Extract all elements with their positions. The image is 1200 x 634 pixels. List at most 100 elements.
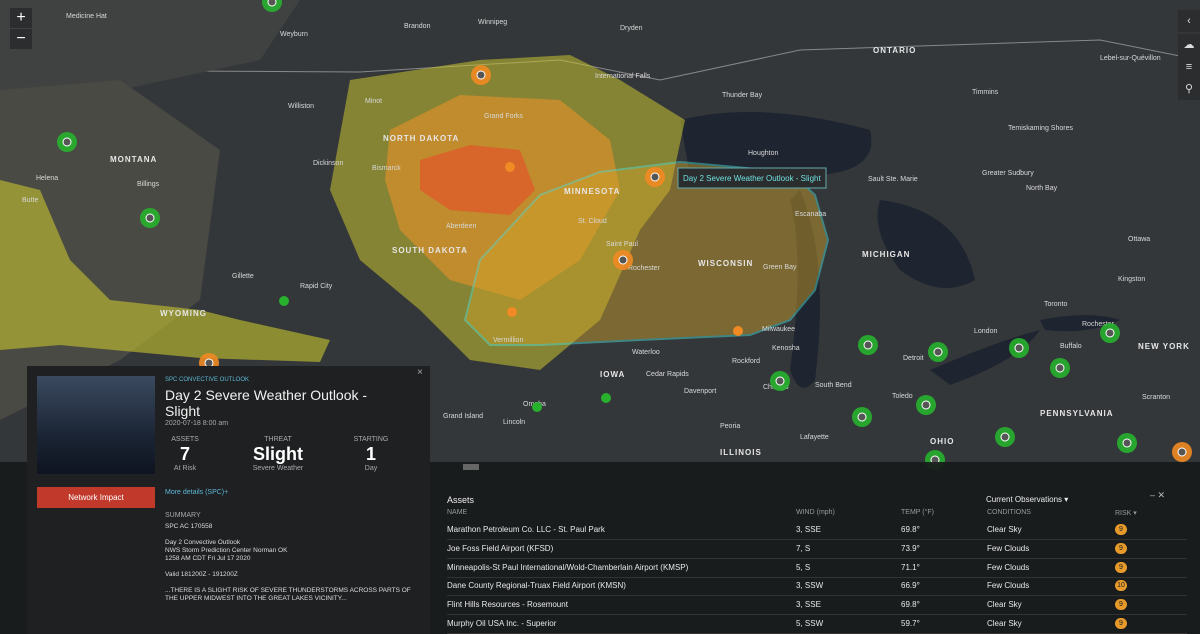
weather-button[interactable]: ☁ (1178, 34, 1200, 56)
cell: 5, S (796, 562, 811, 572)
observations-dropdown[interactable]: Current Observations ▾ (986, 495, 1069, 504)
place-label: Sault Ste. Marie (868, 176, 918, 183)
asset-marker (601, 393, 611, 403)
place-label: Rockford (732, 358, 760, 365)
asset-marker-core (921, 400, 931, 410)
cell: Marathon Petroleum Co. LLC - St. Paul Pa… (447, 525, 605, 534)
place-label: Rochester (628, 265, 661, 272)
risk-badge: 9 (1115, 524, 1127, 535)
cell: Few Clouds (987, 581, 1030, 591)
stat-sub: At Risk (173, 465, 197, 472)
place-label: MICHIGAN (862, 250, 910, 259)
lake-ontario (1040, 315, 1120, 332)
asset-marker-core (267, 0, 277, 7)
cell: 5, SSW (796, 619, 824, 628)
stat-label: ASSETS (171, 436, 199, 443)
place-label: Escanaba (795, 211, 826, 218)
place-label: North Bay (1026, 185, 1058, 192)
place-label: MONTANA (110, 155, 157, 164)
place-label: Weyburn (280, 31, 308, 38)
cell: 3, SSE (796, 525, 821, 534)
asset-row[interactable]: Dane County Regional-Truax Field Airport… (447, 577, 1187, 597)
place-label: Toronto (1044, 301, 1067, 308)
summary-line: 1258 AM CDT Fri Jul 17 2020 (165, 555, 251, 562)
place-label: Waterloo (632, 349, 660, 356)
cell: 7, S (796, 543, 811, 553)
column-header: CONDITIONS (987, 509, 1031, 516)
place-label: Thunder Bay (722, 92, 763, 99)
place-label: Green Bay (763, 264, 797, 271)
place-label: Billings (137, 181, 160, 188)
drag-handle[interactable] (463, 464, 479, 470)
cell: 73.9° (901, 543, 920, 553)
search-button[interactable]: ⚲ (1178, 78, 1200, 100)
border (0, 39, 1200, 81)
network-impact-button[interactable]: Network Impact (37, 487, 155, 508)
place-label: Timmins (972, 89, 999, 96)
place-label: Vermillion (493, 337, 523, 344)
layers-button[interactable]: ≡ (1178, 56, 1200, 78)
place-label: IOWA (600, 370, 625, 379)
asset-marker-core (1014, 343, 1024, 353)
asset-marker (532, 402, 542, 412)
cell: Clear Sky (987, 600, 1022, 610)
place-label: Grand Forks (484, 113, 523, 120)
more-details[interactable]: More details (SPC)+ (165, 489, 229, 496)
place-label: SOUTH DAKOTA (392, 246, 468, 255)
asset-marker-core (618, 255, 628, 265)
place-label: Bismarck (372, 165, 401, 172)
place-label: Butte (22, 197, 38, 204)
place-label: Peoria (720, 423, 740, 430)
place-label: OHIO (930, 437, 954, 446)
cell: Clear Sky (987, 619, 1022, 628)
asset-marker (505, 162, 515, 172)
place-label: Aberdeen (446, 223, 476, 230)
asset-row[interactable]: Minneapolis-St Paul International/Wold-C… (447, 559, 1187, 578)
outlook-marginal (0, 180, 330, 362)
stat: THREAT Slight Severe Weather (233, 436, 323, 472)
window-controls[interactable]: – ✕ (1150, 490, 1166, 500)
asset-marker-core (933, 347, 943, 357)
asset-row[interactable]: Murphy Oil USA Inc. - Superior 5, SSW 59.7… (447, 615, 1187, 634)
summary-line (165, 563, 411, 571)
asset-marker (507, 307, 517, 317)
stat-sub: Severe Weather (252, 465, 304, 472)
cell: 3, SSW (796, 581, 824, 591)
lake-huron (877, 200, 975, 288)
place-label: Greater Sudbury (982, 170, 1034, 177)
collapse-button[interactable]: ‹ (1178, 10, 1200, 32)
asset-marker (279, 296, 289, 306)
summary-line (165, 579, 411, 587)
summary-line: Valid 181200Z - 191200Z (165, 571, 238, 578)
asset-row[interactable]: Joe Foss Field Airport (KFSD) 7, S 73.9° Fe… (447, 540, 1187, 559)
asset-marker-core (650, 172, 660, 182)
asset-marker-core (1055, 363, 1065, 373)
asset-row[interactable]: Marathon Petroleum Co. LLC - St. Paul Pa… (447, 521, 1187, 540)
asset-marker (733, 326, 743, 336)
outlook-enhanced (420, 145, 535, 215)
place-label: Detroit (903, 355, 924, 362)
place-label: Rapid City (300, 283, 333, 290)
zoom-out[interactable]: − (10, 29, 32, 49)
summary-line: Day 2 Convective Outlook (165, 539, 241, 546)
cell: Murphy Oil USA Inc. - Superior (447, 619, 557, 628)
summary-line: SPC AC 170558 (165, 523, 213, 530)
place-label: Houghton (748, 150, 778, 157)
place-label: London (974, 328, 997, 335)
place-label: Winnipeg (478, 19, 507, 26)
cell: 3, SSE (796, 600, 821, 610)
place-label: Temiskaming Shores (1008, 125, 1073, 132)
place-label: International Falls (595, 73, 651, 80)
place-label: Grand Island (443, 413, 483, 420)
stat-value: 1 (365, 444, 376, 464)
zoom-in[interactable]: + (10, 8, 32, 28)
risk-badge: 9 (1115, 561, 1127, 573)
asset-row[interactable]: Flint Hills Resources - Rosemount 3, SSE 6… (447, 596, 1187, 616)
close-button[interactable]: × (417, 367, 423, 378)
summary-label: SUMMARY (165, 512, 201, 519)
lake-michigan (790, 190, 820, 388)
selected-outlook[interactable] (463, 160, 830, 346)
summary-line: ...THERE IS A SLIGHT RISK OF SEVERE THUN… (165, 587, 411, 594)
stat-value: Slight (253, 444, 303, 464)
